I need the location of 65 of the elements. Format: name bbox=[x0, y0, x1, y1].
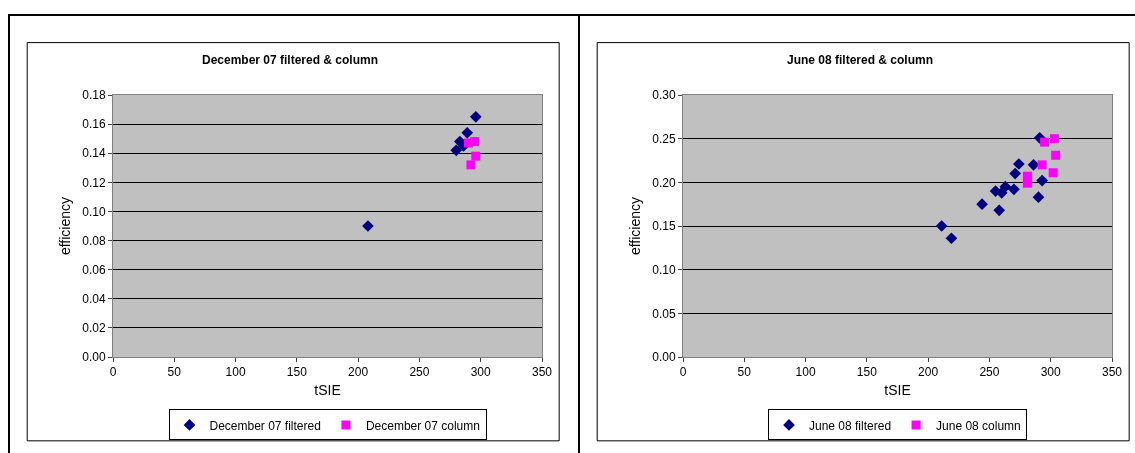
point bbox=[1022, 171, 1032, 181]
legend-label: December 07 column bbox=[365, 418, 480, 433]
y-tick-label: 0.12 bbox=[82, 175, 106, 190]
point bbox=[450, 144, 463, 157]
y-tick-label: 0.10 bbox=[652, 262, 676, 277]
y-tick-label: 0.00 bbox=[82, 350, 106, 365]
chart-title: December 07 filtered & column bbox=[201, 52, 379, 67]
point bbox=[470, 137, 480, 147]
y-tick-label: 0.05 bbox=[652, 306, 676, 321]
x-axis-title: tSIE bbox=[884, 381, 911, 398]
legend-label: June 08 column bbox=[936, 418, 1021, 433]
y-axis-title: efficiency bbox=[56, 196, 73, 256]
y-tick-label: 0.20 bbox=[652, 175, 676, 190]
point bbox=[1051, 150, 1061, 160]
x-tick-label: 200 bbox=[918, 365, 939, 380]
point bbox=[1037, 160, 1047, 170]
point bbox=[1048, 168, 1058, 178]
y-tick-label: 0.06 bbox=[82, 262, 106, 277]
x-tick-label: 350 bbox=[531, 365, 553, 380]
x-tick-label: 50 bbox=[737, 365, 752, 380]
y-tick-label: 0.15 bbox=[652, 219, 676, 234]
chart-title: June 08 filtered & column bbox=[786, 52, 934, 67]
point bbox=[1032, 191, 1045, 204]
point bbox=[469, 110, 482, 123]
point bbox=[935, 220, 948, 232]
y-tick-label: 0.10 bbox=[82, 204, 106, 219]
legend-label: June 08 filtered bbox=[809, 418, 892, 433]
x-tick-label: 100 bbox=[225, 365, 246, 380]
x-tick-label: 100 bbox=[795, 365, 816, 380]
x-tick-label: 200 bbox=[348, 365, 369, 380]
x-tick-label: 350 bbox=[1101, 365, 1123, 380]
y-tick-label: 0.08 bbox=[82, 233, 106, 248]
y-tick-label: 0.02 bbox=[82, 321, 106, 336]
point bbox=[471, 151, 481, 161]
point bbox=[999, 180, 1012, 193]
x-tick-label: 300 bbox=[1040, 365, 1062, 380]
y-tick-label: 0.14 bbox=[82, 146, 106, 161]
x-tick-label: 300 bbox=[470, 365, 492, 380]
point bbox=[1008, 183, 1020, 196]
x-tick-label: 250 bbox=[979, 365, 1000, 380]
point bbox=[976, 198, 988, 211]
point bbox=[1036, 174, 1048, 187]
point bbox=[461, 126, 474, 139]
x-tick-label: 250 bbox=[409, 365, 430, 380]
point bbox=[466, 160, 476, 170]
y-tick-label: 0.25 bbox=[652, 131, 676, 146]
point bbox=[1040, 137, 1050, 147]
x-tick-label: 150 bbox=[286, 365, 308, 380]
x-tick-label: 50 bbox=[167, 365, 182, 380]
y-axis-title: efficiency bbox=[626, 196, 643, 256]
point bbox=[1049, 134, 1059, 144]
y-tick-label: 0.04 bbox=[82, 291, 106, 306]
y-tick-label: 0.00 bbox=[652, 350, 676, 365]
y-tick-label: 0.16 bbox=[82, 117, 106, 132]
x-tick-label: 0 bbox=[109, 365, 117, 380]
x-tick-label: 0 bbox=[679, 365, 687, 380]
y-tick-label: 0.18 bbox=[82, 88, 106, 103]
point bbox=[993, 204, 1006, 217]
x-axis-title: tSIE bbox=[314, 381, 341, 398]
legend-label: December 07 filtered bbox=[209, 418, 321, 433]
point bbox=[1009, 167, 1022, 180]
point bbox=[1013, 158, 1025, 170]
y-tick-label: 0.30 bbox=[652, 88, 676, 103]
x-tick-label: 150 bbox=[856, 365, 878, 380]
point bbox=[945, 232, 958, 245]
